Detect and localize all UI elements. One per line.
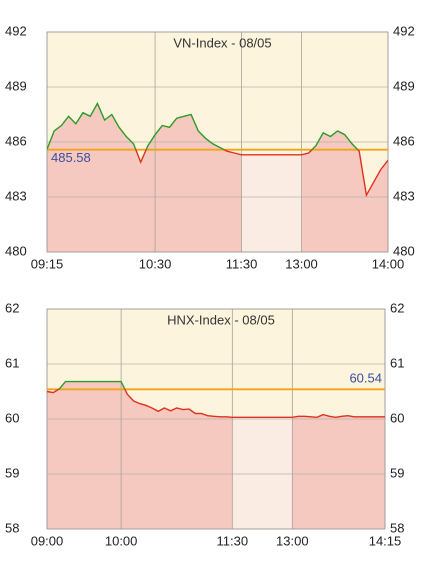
y-tick-label-right: 489	[393, 78, 415, 93]
chart-title: HNX-Index - 08/05	[167, 312, 275, 327]
x-tick-label: 14:15	[369, 533, 402, 548]
x-tick-label: 10:00	[105, 533, 138, 548]
x-tick-label: 11:30	[217, 533, 249, 548]
y-tick-label: 486	[5, 133, 27, 148]
y-tick-label-right: 58	[390, 520, 404, 535]
y-tick-label: 492	[5, 23, 27, 38]
chart-title: VN-Index - 08/05	[173, 35, 271, 50]
x-tick-label: 09:00	[31, 533, 64, 548]
area	[301, 131, 388, 252]
y-tick-label: 489	[5, 78, 27, 93]
x-tick-label: 13:00	[276, 533, 309, 548]
price-line-up	[47, 101, 359, 150]
x-tick-label: 10:30	[139, 256, 172, 271]
y-tick-label: 60	[5, 410, 19, 425]
y-tick-label-right: 483	[393, 188, 415, 203]
y-tick-label: 483	[5, 188, 27, 203]
reference-label: 60.54	[349, 371, 382, 386]
x-tick-label: 09:15	[31, 256, 64, 271]
area	[47, 381, 233, 529]
y-tick-label: 61	[5, 355, 19, 370]
area	[292, 414, 385, 529]
price-line-up	[57, 380, 126, 390]
y-tick-label: 59	[5, 465, 19, 480]
break-area	[241, 154, 302, 252]
break-area	[232, 417, 293, 529]
reference-label: 485.58	[51, 150, 91, 165]
y-tick-label-right: 486	[393, 133, 415, 148]
x-tick-label: 11:30	[226, 256, 258, 271]
y-tick-label: 58	[5, 520, 19, 535]
y-tick-label: 480	[5, 243, 27, 258]
y-tick-label-right: 492	[393, 23, 415, 38]
price-line-down	[47, 389, 385, 419]
y-tick-label-right: 480	[393, 243, 415, 258]
y-tick-label: 62	[5, 300, 19, 315]
plot-border	[46, 31, 389, 253]
plot-border	[46, 308, 386, 530]
y-tick-label-right: 62	[390, 300, 404, 315]
x-tick-label: 13:00	[285, 256, 318, 271]
y-tick-label-right: 60	[390, 410, 404, 425]
y-tick-label-right: 61	[390, 355, 404, 370]
area	[47, 103, 242, 252]
y-tick-label-right: 59	[390, 465, 404, 480]
x-tick-label: 14:00	[372, 256, 405, 271]
